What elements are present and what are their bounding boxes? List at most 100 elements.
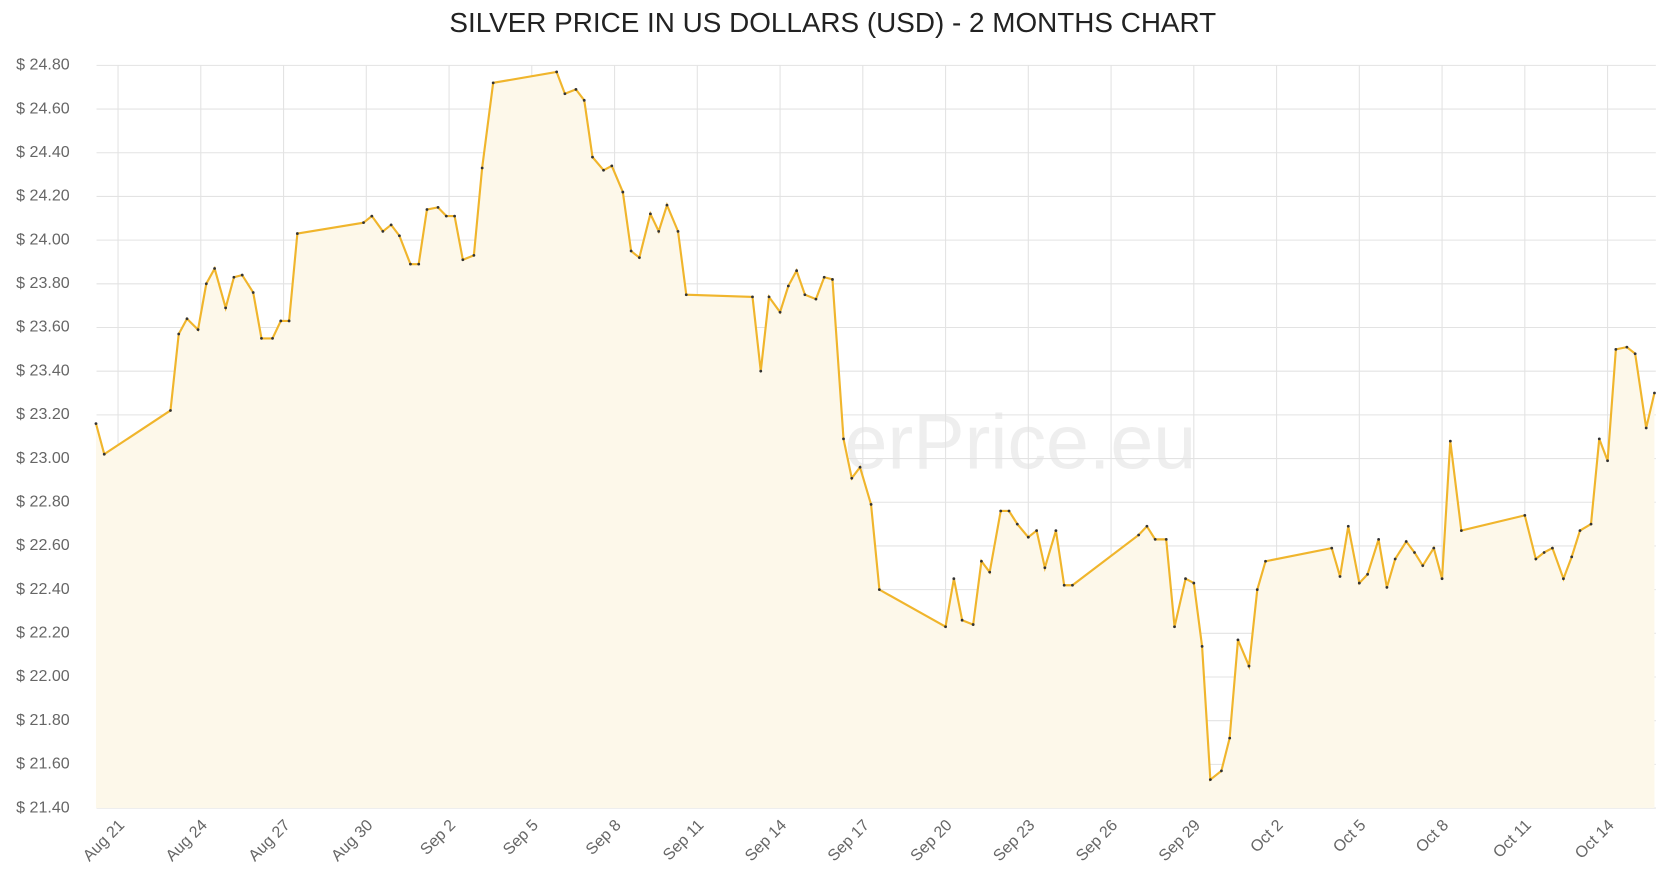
series-line [94, 70, 1656, 782]
x-tick-label: Aug 30 [328, 816, 377, 865]
x-tick-label: Sep 2 [417, 816, 459, 858]
point [574, 88, 578, 91]
point [1164, 537, 1168, 541]
y-tick-label: $ 22.00 [16, 667, 70, 685]
point [480, 166, 484, 170]
point [610, 164, 614, 168]
point [869, 503, 873, 506]
y-tick-label: $ 24.60 [16, 99, 70, 117]
point [1459, 529, 1463, 533]
point [1393, 557, 1397, 561]
point [795, 269, 799, 273]
point [621, 190, 625, 194]
point [684, 293, 688, 297]
point [814, 297, 818, 301]
chart-title: SILVER PRICE IN US DOLLARS (USD) - 2 MON… [449, 7, 1216, 38]
point [767, 295, 771, 299]
x-tick-label: Oct 2 [1247, 816, 1287, 856]
point [1366, 572, 1369, 576]
point [1043, 566, 1047, 570]
point [831, 278, 834, 281]
point [1192, 581, 1196, 585]
point [637, 256, 641, 259]
point [453, 214, 456, 218]
point [398, 234, 401, 238]
point [472, 254, 476, 257]
point [971, 623, 975, 626]
point [980, 559, 983, 563]
x-tick-label: Oct 8 [1412, 816, 1452, 856]
point [1007, 509, 1011, 513]
point [999, 509, 1003, 513]
point [185, 317, 189, 321]
point [803, 293, 807, 297]
point [1606, 459, 1609, 463]
point [461, 258, 465, 262]
y-tick-label: $ 22.80 [16, 492, 70, 510]
point [1413, 551, 1416, 554]
x-tick-label: Sep 17 [824, 816, 873, 865]
point [232, 275, 236, 279]
point [858, 465, 862, 469]
point [1578, 529, 1582, 533]
point [657, 229, 661, 233]
point [196, 328, 200, 332]
point [555, 70, 559, 74]
y-tick-label: $ 23.80 [16, 274, 70, 292]
x-tick-label: Oct 5 [1330, 816, 1370, 856]
point [1432, 546, 1436, 550]
point [169, 409, 172, 412]
x-tick-label: Sep 8 [582, 816, 624, 858]
point [665, 203, 669, 207]
x-tick-label: Sep 23 [990, 816, 1039, 865]
point [1625, 345, 1629, 349]
point [1062, 583, 1066, 587]
point [1633, 352, 1637, 356]
area [95, 71, 1655, 809]
point [1145, 524, 1149, 528]
point [295, 232, 299, 235]
point [1551, 546, 1554, 550]
y-tick-label: $ 24.00 [16, 230, 70, 248]
point [778, 310, 782, 314]
point [1026, 535, 1030, 539]
point [1338, 575, 1342, 578]
point [409, 262, 412, 266]
point [1153, 537, 1157, 541]
x-tick-label: Sep 26 [1072, 816, 1121, 865]
point [389, 223, 393, 227]
point [1220, 769, 1223, 773]
point [1534, 557, 1538, 561]
point [240, 273, 244, 277]
y-tick-label: $ 23.20 [16, 405, 70, 423]
point [381, 229, 385, 233]
point [1346, 524, 1350, 528]
point [582, 98, 586, 102]
point [842, 437, 845, 441]
y-tick-label: $ 23.00 [16, 449, 70, 467]
y-tick-label: $ 22.40 [16, 580, 70, 598]
point [563, 92, 567, 96]
point [102, 452, 106, 456]
point [649, 212, 652, 216]
point [786, 284, 790, 288]
point [1035, 529, 1038, 533]
point [591, 155, 594, 159]
point [1653, 391, 1656, 395]
point [1173, 625, 1176, 629]
point [751, 295, 754, 299]
y-tick-label: $ 23.40 [16, 361, 70, 379]
point [1236, 638, 1240, 642]
point [213, 267, 216, 270]
x-tick-label: Sep 20 [907, 816, 956, 865]
point [1614, 347, 1618, 351]
point [260, 337, 263, 340]
point [1228, 736, 1232, 740]
point [1184, 577, 1187, 581]
point [850, 476, 854, 480]
y-tick-label: $ 24.20 [16, 187, 70, 205]
point [1589, 522, 1593, 526]
point [436, 205, 440, 209]
point [629, 249, 633, 253]
